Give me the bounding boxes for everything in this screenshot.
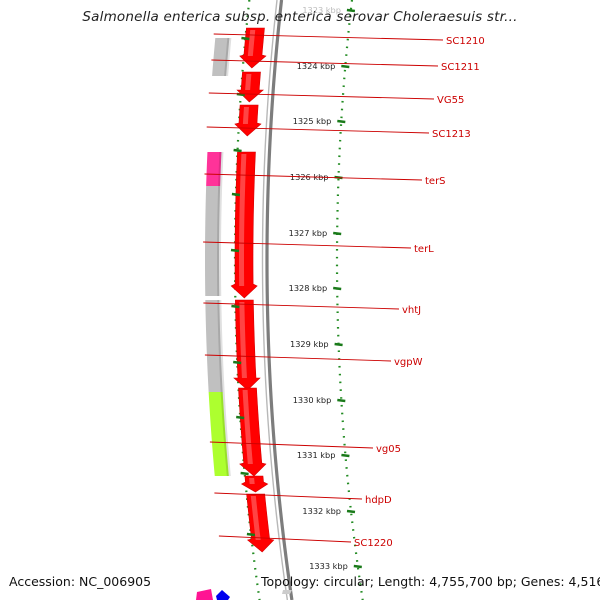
ruler-tick [341, 64, 350, 69]
ruler-tick-label: 1328 kbp [289, 283, 328, 293]
ruler-tick-label: 1332 kbp [302, 506, 341, 516]
outer-ruler-tick [241, 36, 250, 41]
gene-leader-line [204, 173, 423, 181]
ruler-tick-label: 1331 kbp [297, 450, 336, 460]
backbone-shadow [261, 0, 289, 601]
ruler-tick [337, 119, 346, 124]
outer-ruler-tick [233, 360, 242, 365]
cds-arrow-highlight [242, 107, 249, 124]
ruler-tick-label: 1325 kbp [293, 116, 332, 126]
gene-label: VG55 [437, 95, 464, 106]
cds-arrow-highlight [247, 30, 256, 56]
cds-arrow [233, 299, 261, 391]
similarity-segment [206, 152, 222, 186]
gene-leader-line [213, 33, 444, 41]
ruler-tick-label: 1329 kbp [290, 339, 329, 349]
gene-label: SC1220 [354, 538, 393, 549]
similarity-segment-shade [218, 152, 224, 186]
ruler-tick [346, 509, 356, 514]
ruler-tick [334, 342, 343, 347]
similarity-segment-shade [220, 392, 231, 476]
gene-leader-line [204, 354, 392, 362]
bottom-gray-feature [282, 590, 292, 594]
ruler-tick-label: 1327 kbp [289, 228, 328, 238]
cds-arrow [240, 475, 269, 493]
gene-leader-line [203, 302, 400, 310]
gene-leader-line [211, 59, 439, 67]
gene-label: hdpD [365, 495, 392, 506]
bottom-blue-feature [216, 590, 230, 600]
gene-label: vgpW [394, 357, 423, 368]
similarity-segment-shade [217, 186, 223, 296]
similarity-segment-shade [224, 38, 232, 76]
gene-label: terS [425, 176, 446, 187]
cds-track [230, 27, 275, 553]
similarity-track [205, 38, 232, 476]
gene-labels: SC1210 SC1211 VG55 SC1213 terS terL vhtJ vgpW vg… [203, 33, 485, 549]
outer-ruler-tick [230, 248, 240, 253]
ruler-tick [353, 564, 362, 569]
gene-label: vhtJ [402, 305, 421, 316]
outer-ruler-tick [236, 415, 245, 420]
bottom-features [196, 589, 292, 600]
gene-label: SC1211 [441, 62, 480, 73]
cds-arrow-highlight [242, 390, 253, 464]
similarity-segment [205, 300, 223, 392]
ruler-tick [333, 286, 342, 291]
similarity-segment-shade [217, 300, 225, 392]
cds-arrow [230, 151, 258, 299]
ruler-tick-label: 1323 kbp [302, 5, 341, 15]
gene-label: terL [414, 244, 434, 255]
ruler-tick [337, 398, 346, 403]
gene-leader-line [203, 241, 412, 249]
outer-ruler-tick [231, 192, 241, 197]
gene-label: vg05 [376, 444, 401, 455]
ruler-tick-label: 1333 kbp [309, 561, 348, 571]
cds-arrow-highlight [245, 74, 252, 90]
gene-leader-line [208, 92, 435, 100]
similarity-segment [208, 392, 229, 476]
cds-arrow [238, 387, 267, 477]
gene-label: SC1210 [446, 36, 485, 47]
ruler-tick-label: 1330 kbp [293, 395, 332, 405]
gene-leader-line [218, 535, 352, 543]
outer-ruler-tick [233, 148, 242, 153]
genome-backbone [261, 0, 294, 601]
cds-arrow [246, 493, 275, 553]
ruler-tick [346, 8, 356, 13]
similarity-segment [205, 186, 221, 296]
cds-arrow-highlight [250, 496, 261, 540]
accession-text: Accession: NC_006905 [9, 574, 152, 589]
bottom-pink-feature [196, 589, 213, 600]
backbone-line [265, 0, 294, 601]
gene-leader-line [214, 492, 363, 500]
cds-arrow-highlight [249, 478, 255, 484]
cds-arrow-highlight [239, 154, 247, 286]
ruler-tick-label: 1324 kbp [297, 61, 336, 71]
cds-arrow-highlight [239, 302, 247, 378]
outer-ruler-tick [246, 532, 256, 537]
gene-leader-line [206, 126, 430, 134]
ruler-tick [333, 231, 342, 236]
topology-summary: Topology: circular; Length: 4,755,700 bp… [261, 574, 600, 589]
outer-ruler-tick [240, 471, 249, 476]
ruler-tick [341, 453, 350, 458]
gene-label: SC1213 [432, 129, 471, 140]
outer-ruler-tick [231, 304, 240, 309]
map-title: Salmonella enterica subsp. enterica sero… [82, 9, 518, 25]
similarity-segment [212, 38, 230, 76]
gene-leader-line [209, 441, 374, 449]
